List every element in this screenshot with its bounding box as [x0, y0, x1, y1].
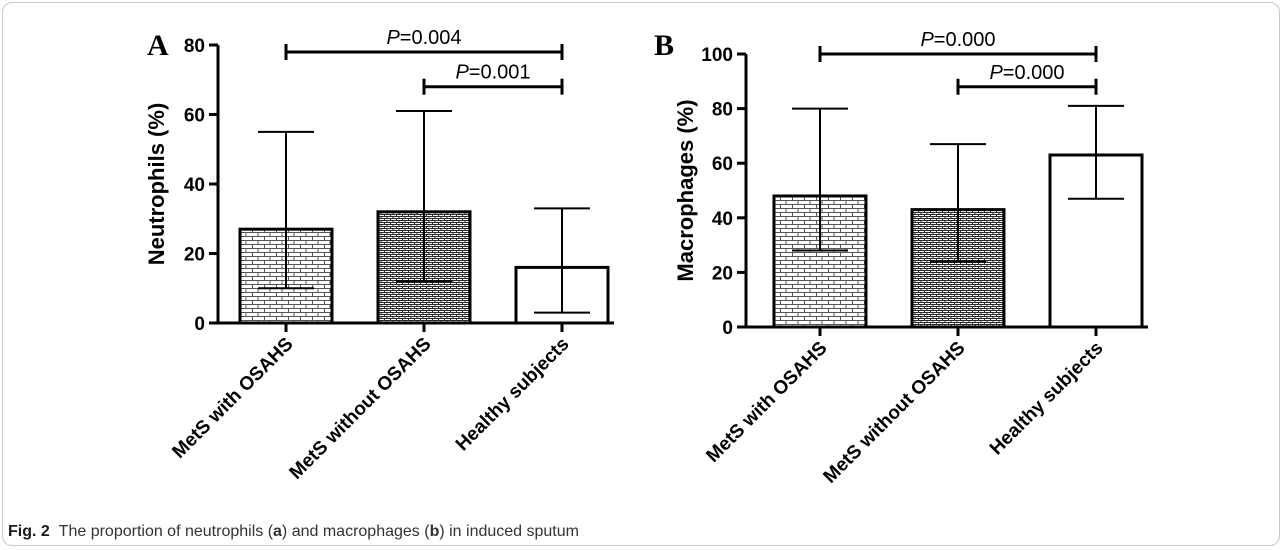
- panel-a-chart: A Neutrophils (%) 0 20 40 60 80 MetS with OSAHS…: [144, 27, 614, 484]
- category-label: MetS without OSAHS: [820, 338, 970, 488]
- caption-text-2: ) and macrophages (: [281, 523, 430, 540]
- panel-b-chart: B Macrophages (%) 0 20 40 60 80 100 MetS with OS…: [654, 29, 1148, 488]
- category-label: Healthy subjects: [452, 334, 574, 456]
- p-symbol: P: [920, 29, 934, 51]
- category-label: MetS with OSAHS: [702, 338, 831, 467]
- category-label: MetS with OSAHS: [168, 334, 297, 463]
- caption-text-1: The proportion of neutrophils (: [58, 523, 274, 540]
- caption-text-3: ) in induced sputum: [439, 523, 579, 540]
- y-tick-label: 20: [184, 245, 205, 266]
- y-tick-label: 0: [194, 314, 205, 335]
- y-tick-label: 80: [184, 36, 205, 57]
- y-tick-label: 20: [712, 263, 733, 284]
- y-tick-label: 0: [722, 318, 733, 339]
- figure-caption: Fig. 2 The proportion of neutrophils (a)…: [8, 523, 579, 541]
- p-symbol: P: [386, 27, 400, 49]
- y-axis-label: Neutrophils (%): [144, 103, 169, 266]
- p-symbol: P: [989, 62, 1003, 84]
- p-value: =0.000: [1003, 62, 1065, 84]
- y-tick-label: 60: [184, 106, 205, 127]
- y-tick-label: 80: [712, 100, 733, 121]
- y-tick-label: 40: [712, 209, 733, 230]
- p-value-label: P=0.004: [386, 27, 461, 49]
- y-tick-label: 60: [712, 154, 733, 175]
- p-value: =0.004: [400, 27, 462, 49]
- caption-fig-label: Fig. 2: [8, 523, 50, 540]
- figure-canvas: A Neutrophils (%) 0 20 40 60 80 MetS with OSAHS…: [144, 27, 1148, 488]
- category-label: Healthy subjects: [986, 338, 1108, 460]
- caption-b: b: [429, 523, 440, 540]
- caption-a: a: [273, 523, 282, 540]
- p-symbol: P: [455, 62, 469, 84]
- category-label: MetS without OSAHS: [286, 334, 436, 484]
- panel-letter: A: [147, 29, 169, 62]
- p-value-label: P=0.000: [989, 62, 1064, 84]
- y-axis-label: Macrophages (%): [673, 99, 698, 281]
- y-tick-label: 100: [701, 45, 733, 66]
- panel-letter: B: [654, 29, 674, 62]
- p-value-label: P=0.001: [455, 62, 530, 84]
- p-value-label: P=0.000: [920, 29, 995, 51]
- y-tick-label: 40: [184, 175, 205, 196]
- p-value: =0.000: [934, 29, 996, 51]
- p-value: =0.001: [469, 62, 531, 84]
